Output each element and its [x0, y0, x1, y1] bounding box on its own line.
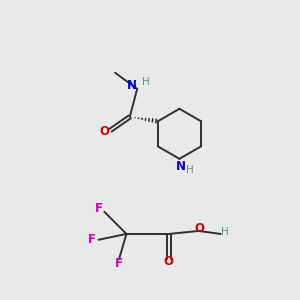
Text: H: H — [221, 227, 229, 237]
Text: F: F — [88, 233, 96, 246]
Text: N: N — [176, 160, 186, 173]
Text: H: H — [186, 165, 194, 175]
Text: F: F — [95, 202, 103, 215]
Text: N: N — [127, 80, 137, 92]
Text: O: O — [163, 255, 173, 268]
Text: F: F — [115, 257, 122, 270]
Text: O: O — [100, 125, 110, 138]
Text: O: O — [194, 222, 205, 235]
Text: H: H — [142, 76, 149, 86]
